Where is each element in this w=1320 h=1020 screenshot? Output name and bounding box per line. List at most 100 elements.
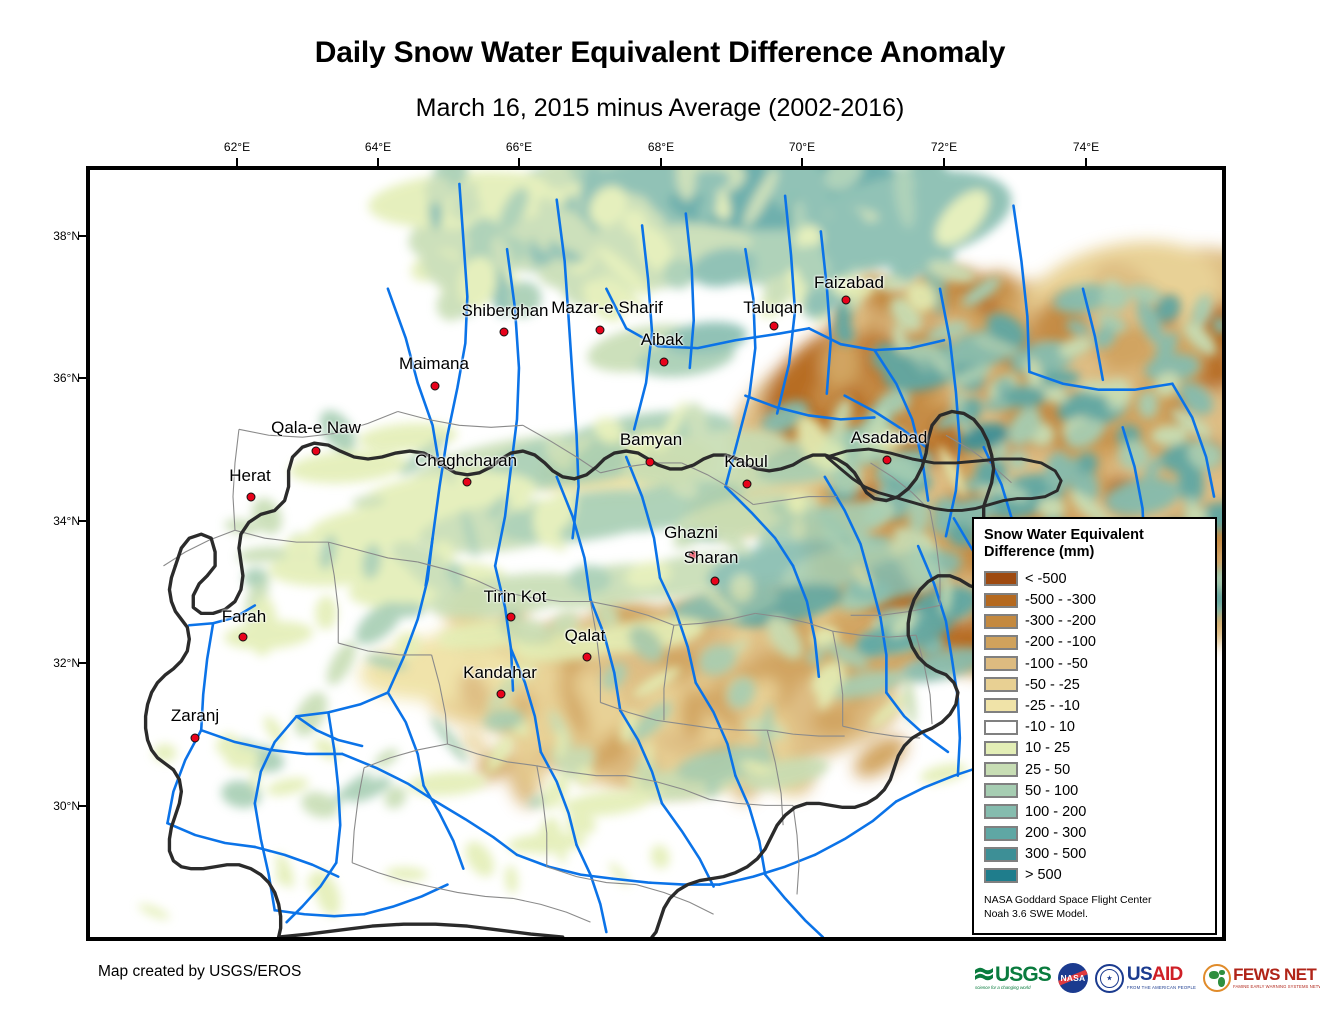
usaid-seal-inner-icon: ★	[1099, 968, 1119, 988]
nasa-wordmark: NASA	[1060, 973, 1086, 983]
lon-tick-mark	[377, 158, 379, 166]
legend-row: 200 - 300	[984, 822, 1207, 843]
city-marker[interactable]	[841, 295, 851, 305]
national-border-south	[276, 922, 565, 937]
legend-row: 300 - 500	[984, 844, 1207, 865]
city-marker[interactable]	[882, 455, 892, 465]
legend-label: -50 - -25	[1025, 676, 1080, 693]
lon-tick-mark	[801, 158, 803, 166]
legend-label: < -500	[1025, 570, 1067, 587]
lat-tick-label: 38°N	[53, 229, 80, 243]
usaid-logo: ★ USAID FROM THE AMERICAN PEOPLE	[1094, 963, 1197, 993]
legend-swatch	[984, 804, 1018, 820]
legend-source-note: NASA Goddard Space Flight Center Noah 3.…	[984, 894, 1207, 921]
lon-tick-label: 66°E	[505, 140, 533, 154]
city-marker[interactable]	[659, 357, 669, 367]
national-border-west	[143, 564, 283, 937]
legend-row: -300 - -200	[984, 611, 1207, 632]
legend-title-line2: Difference (mm)	[984, 544, 1095, 561]
legend-swatch	[984, 740, 1018, 756]
legend-source-line2: Noah 3.6 SWE Model.	[984, 907, 1088, 920]
city-marker[interactable]	[430, 381, 440, 391]
legend-row: 25 - 50	[984, 759, 1207, 780]
legend-swatch	[984, 846, 1018, 862]
national-border	[173, 409, 1179, 937]
lat-tick-mark	[78, 805, 86, 807]
city-marker[interactable]	[710, 576, 720, 586]
lon-tick-mark	[943, 158, 945, 166]
city-marker[interactable]	[238, 632, 248, 642]
nasa-meatball-icon: NASA	[1057, 963, 1088, 993]
legend-swatch	[984, 783, 1018, 799]
lon-tick-mark	[518, 158, 520, 166]
usgs-tagline: science for a changing world	[975, 985, 1031, 991]
lon-tick-label: 68°E	[647, 140, 675, 154]
legend-swatch	[984, 825, 1018, 841]
fews-globe-icon	[1203, 964, 1232, 992]
legend-row: -500 - -300	[984, 589, 1207, 610]
page-subtitle: March 16, 2015 minus Average (2002-2016)	[415, 94, 905, 122]
legend-label: -300 - -200	[1025, 613, 1096, 630]
province-borders-layer	[163, 410, 1012, 923]
usgs-wave-icon	[975, 968, 993, 981]
legend-source-line1: NASA Goddard Space Flight Center	[984, 894, 1152, 907]
legend-row: -10 - 10	[984, 717, 1207, 738]
wakhan-corridor-border	[825, 447, 1063, 512]
lat-tick-mark	[78, 377, 86, 379]
city-marker[interactable]	[311, 446, 321, 456]
legend-label: 200 - 300	[1025, 825, 1087, 842]
legend-row: 10 - 25	[984, 738, 1207, 759]
legend-label: 300 - 500	[1025, 846, 1087, 863]
lat-tick-mark	[78, 520, 86, 522]
city-marker[interactable]	[246, 492, 256, 502]
map-credit: Map created by USGS/EROS	[98, 963, 302, 980]
legend-class-list: < -500 -500 - -300 -300 - -200 -200 - -100 -…	[984, 568, 1207, 886]
legend-row: 50 - 100	[984, 780, 1207, 801]
city-marker[interactable]	[595, 325, 605, 335]
fews-wordmark: FEWS NET	[1233, 964, 1317, 984]
usgs-wordmark: USGS	[995, 962, 1052, 986]
legend-label: -100 - -50	[1025, 655, 1088, 672]
city-marker[interactable]	[645, 457, 655, 467]
legend-panel: Snow Water Equivalent Difference (mm) < …	[972, 517, 1217, 935]
legend-label: -25 - -10	[1025, 697, 1080, 714]
usgs-logo: USGS science for a changing world	[975, 962, 1052, 991]
lat-tick-label: 36°N	[53, 371, 80, 385]
city-marker[interactable]	[688, 550, 698, 560]
legend-label: -500 - -300	[1025, 592, 1096, 608]
city-marker[interactable]	[499, 327, 509, 337]
lat-tick-mark	[78, 235, 86, 237]
legend-row: 100 - 200	[984, 801, 1207, 822]
city-marker[interactable]	[769, 321, 779, 331]
legend-label: 10 - 25	[1025, 740, 1071, 757]
legend-row: -100 - -50	[984, 653, 1207, 674]
usaid-wordmark-red: AID	[1151, 963, 1183, 985]
legend-swatch	[984, 592, 1018, 608]
legend-label: 50 - 100	[1025, 782, 1079, 799]
city-marker[interactable]	[506, 612, 516, 622]
city-marker[interactable]	[496, 689, 506, 699]
legend-row: -200 - -100	[984, 632, 1207, 653]
lat-tick-mark	[78, 662, 86, 664]
legend-label: -200 - -100	[1025, 634, 1096, 651]
lon-tick-label: 74°E	[1072, 140, 1100, 154]
legend-swatch	[984, 698, 1018, 714]
lon-tick-mark	[236, 158, 238, 166]
city-marker[interactable]	[462, 477, 472, 487]
legend-label: 100 - 200	[1025, 803, 1087, 820]
lon-tick-label: 62°E	[223, 140, 251, 154]
legend-swatch	[984, 677, 1018, 693]
city-marker[interactable]	[190, 733, 200, 743]
legend-swatch	[984, 613, 1018, 629]
lon-tick-label: 64°E	[364, 140, 392, 154]
legend-swatch	[984, 634, 1018, 650]
usaid-tagline: FROM THE AMERICAN PEOPLE	[1126, 985, 1197, 991]
city-marker[interactable]	[582, 652, 592, 662]
legend-swatch	[984, 571, 1018, 587]
legend-row: -25 - -10	[984, 695, 1207, 716]
city-marker[interactable]	[742, 479, 752, 489]
legend-title-line1: Snow Water Equivalent	[984, 527, 1144, 543]
fews-tagline: FAMINE EARLY WARNING SYSTEMS NETWORK	[1233, 984, 1320, 990]
lon-tick-label: 70°E	[788, 140, 816, 154]
